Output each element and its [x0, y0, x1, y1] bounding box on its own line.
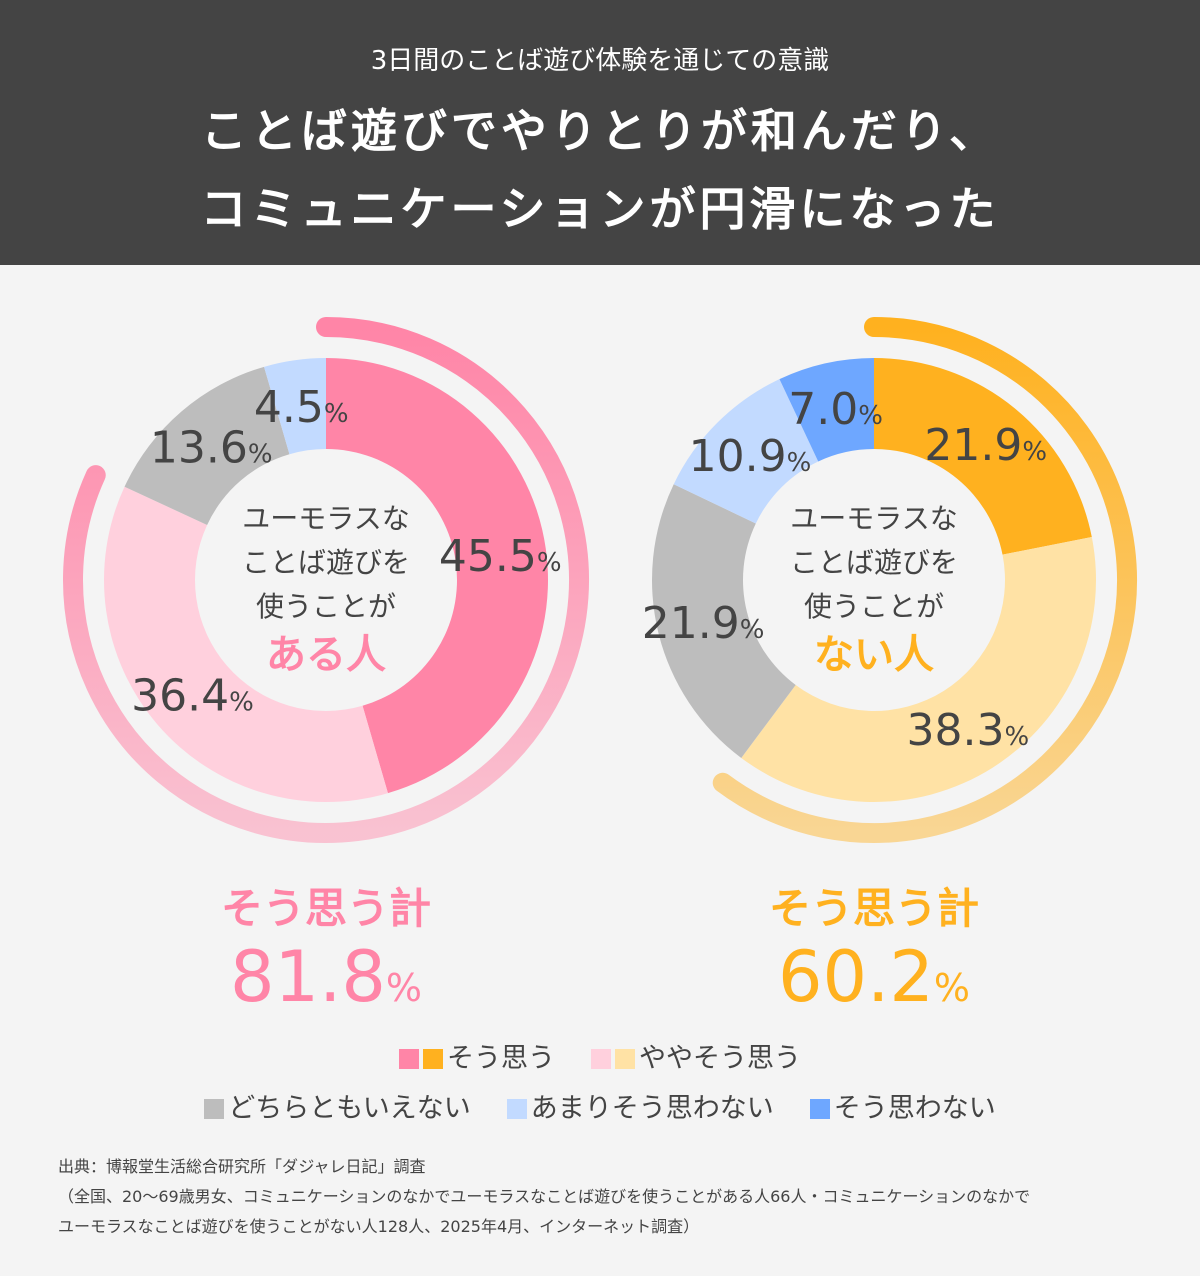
- center-text: 使うことが: [804, 590, 944, 623]
- header: 3日間のことば遊び体験を通じての意識 ことば遊びでやりとりが和んだり、 コミュニ…: [0, 0, 1200, 265]
- slice-unit: %: [858, 401, 883, 431]
- source-line-1: 出典：博報堂生活総合研究所「ダジャレ日記」調査: [58, 1157, 426, 1176]
- legend-swatch: [506, 1099, 527, 1119]
- center-highlight: ない人: [814, 632, 934, 678]
- legend-swatch: [809, 1099, 830, 1119]
- donut-slice: [779, 358, 874, 462]
- center-text: 使うことが: [256, 590, 396, 623]
- total-unit: %: [933, 966, 970, 1010]
- source-note: 出典：博報堂生活総合研究所「ダジャレ日記」調査 （全国、20〜69歳男女、コミュ…: [58, 1152, 1030, 1242]
- slice-label: 21.9%: [642, 598, 765, 649]
- slice-unit: %: [248, 440, 273, 470]
- legend-item: そう思う: [399, 1036, 555, 1075]
- slice-unit: %: [787, 448, 812, 478]
- donut-1: 21.9%38.3%21.9%10.9%7.0%ユーモラスなことば遊びを使うこと…: [642, 317, 1137, 843]
- slice-unit: %: [537, 548, 562, 578]
- slice-unit: %: [1022, 437, 1047, 467]
- slice-unit: %: [229, 688, 254, 718]
- total-left: そう思う計 81.8%: [126, 875, 526, 1018]
- legend-swatch: [204, 1099, 225, 1119]
- total-number: 60.2: [778, 936, 934, 1018]
- donut-0: 45.5%36.4%13.6%4.5%ユーモラスなことば遊びを使うことがある人: [63, 317, 589, 843]
- total-right: そう思う計 60.2%: [674, 875, 1074, 1018]
- slice-unit: %: [1004, 722, 1029, 752]
- total-label: そう思う計: [220, 884, 431, 933]
- legend-swatch: [615, 1049, 635, 1069]
- legend-item: そう思わない: [809, 1086, 996, 1125]
- legend-swatch: [399, 1049, 419, 1069]
- donut-slice: [104, 486, 388, 802]
- title: ことば遊びでやりとりが和んだり、 コミュニケーションが円滑になった: [0, 92, 1200, 248]
- legend-swatch: [591, 1049, 611, 1069]
- center-text: ユーモラスな: [242, 502, 409, 535]
- legend-item: ややそう思う: [591, 1036, 801, 1075]
- donut-slice: [326, 358, 548, 794]
- center-highlight: ある人: [266, 632, 386, 678]
- legend-label: どちらともいえない: [228, 1093, 471, 1124]
- source-line-3: ユーモラスなことば遊びを使うことがない人128人、2025年4月、インターネット…: [58, 1217, 700, 1236]
- legend-item: どちらともいえない: [204, 1086, 471, 1125]
- center-text: ことば遊びを: [790, 546, 958, 579]
- slice-label: 45.5%: [439, 531, 562, 582]
- total-value: 81.8%: [126, 936, 526, 1018]
- title-line-1: ことば遊びでやりとりが和んだり、: [200, 104, 1000, 158]
- total-label: そう思う計: [768, 884, 979, 933]
- legend-row-2: どちらともいえない あまりそう思わない そう思わない: [0, 1086, 1200, 1125]
- source-line-2: （全国、20〜69歳男女、コミュニケーションのなかでユーモラスなことば遊びを使う…: [58, 1187, 1031, 1206]
- slice-unit: %: [324, 399, 349, 429]
- donut-slice: [741, 537, 1096, 803]
- donut-slice: [673, 379, 819, 524]
- title-line-2: コミュニケーションが円滑になった: [200, 182, 1000, 236]
- total-number: 81.8: [230, 936, 386, 1018]
- total-value: 60.2%: [674, 936, 1074, 1018]
- donut-slice: [652, 484, 796, 758]
- center-text: ことば遊びを: [242, 546, 410, 579]
- legend-label: そう思わない: [833, 1093, 996, 1124]
- total-arc: [712, 317, 1137, 843]
- donut-slice: [124, 366, 290, 525]
- subtitle: 3日間のことば遊び体験を通じての意識: [370, 46, 830, 76]
- total-unit: %: [385, 966, 422, 1010]
- donut-slice: [264, 358, 326, 455]
- donut-slice: [874, 358, 1092, 555]
- legend-label: そう思う: [447, 1043, 555, 1074]
- donut-charts: 45.5%36.4%13.6%4.5%ユーモラスなことば遊びを使うことがある人2…: [63, 317, 1137, 843]
- legend-row-1: そう思う ややそう思う: [0, 1036, 1200, 1075]
- center-text: ユーモラスな: [790, 502, 957, 535]
- legend-label: あまりそう思わない: [530, 1093, 774, 1124]
- slice-unit: %: [740, 615, 765, 645]
- legend-label: ややそう思う: [639, 1043, 801, 1074]
- legend-swatch: [423, 1049, 443, 1069]
- total-arc: [63, 317, 589, 843]
- legend-item: あまりそう思わない: [506, 1086, 774, 1125]
